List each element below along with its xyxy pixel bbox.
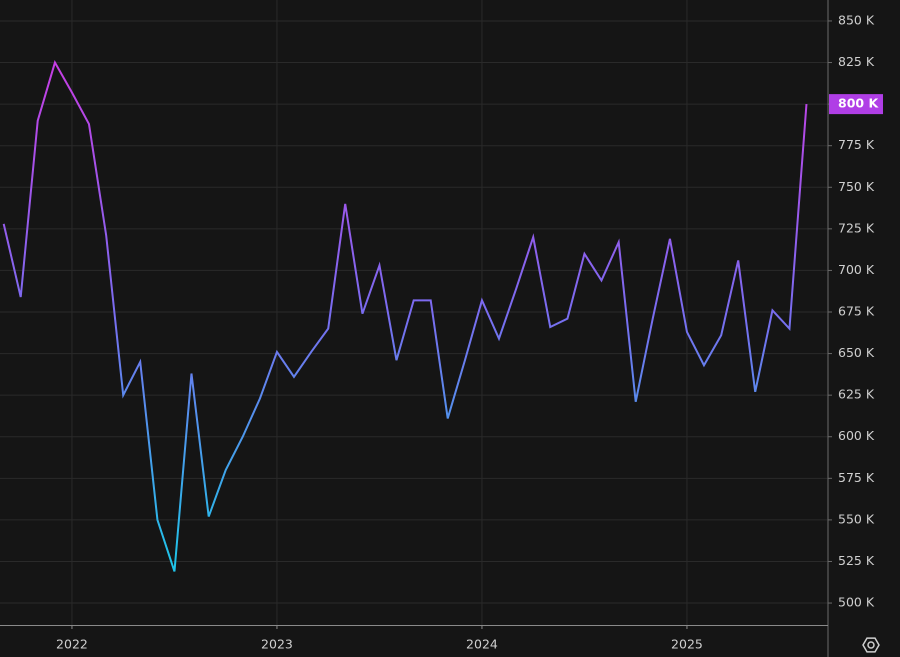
grid (0, 0, 828, 625)
y-tick-label: 750 K (838, 179, 875, 194)
y-tick-label: 675 K (838, 304, 875, 319)
y-tick-label: 525 K (838, 553, 875, 568)
y-tick-label: 775 K (838, 137, 875, 152)
x-tick-label: 2022 (56, 637, 88, 652)
settings-icon[interactable] (862, 637, 880, 653)
y-tick-label: 575 K (838, 470, 875, 485)
settings-hexagon[interactable] (862, 637, 880, 653)
x-tick-label: 2023 (261, 637, 293, 652)
x-tick-label: 2025 (671, 637, 703, 652)
line (2, 59, 808, 572)
y-tick-label: 550 K (838, 511, 875, 526)
x-tick-label: 2024 (466, 637, 498, 652)
last-value-badge (829, 94, 883, 115)
y-tick-label: 850 K (838, 12, 875, 27)
y-tick-label: 625 K (838, 387, 875, 402)
settings-center[interactable] (867, 641, 875, 649)
y-tick-label: 725 K (838, 220, 875, 235)
y-tick-label: 650 K (838, 345, 875, 360)
y-tick-label: 825 K (838, 54, 875, 69)
y-tick-label: 500 K (838, 595, 875, 610)
y-tick-label: 600 K (838, 428, 875, 443)
last-value-label: 800 K (838, 96, 879, 111)
y-tick-label: 700 K (838, 262, 875, 277)
